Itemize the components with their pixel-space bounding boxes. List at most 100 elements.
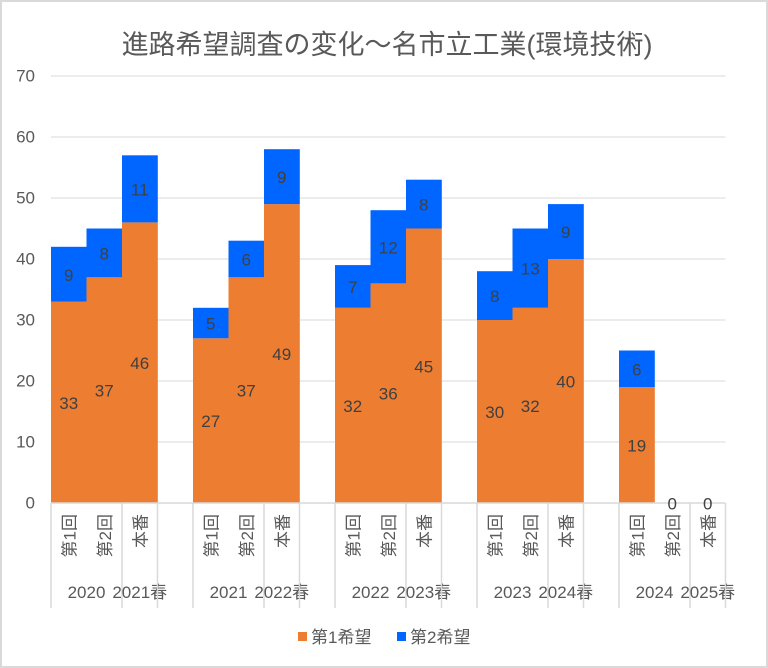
bar-segment-series-2 [193,307,229,339]
x-group-label: 2024 [636,583,674,602]
bar-segment-series-2 [370,210,407,284]
x-category-label: 本番 [557,514,576,548]
y-tick-label: 20 [16,372,35,391]
legend-label-second-choice: 第2希望 [410,628,470,647]
bar-segment-series-1 [406,228,442,503]
bar-segment-series-1 [548,259,584,503]
bar-segment-series-2 [122,155,158,223]
bar-segment-series-1 [619,387,655,503]
data-label: 27 [201,412,220,431]
x-category-label: 第2回 [238,514,257,557]
data-label: 46 [130,354,149,373]
bar-segment-series-2 [512,228,549,308]
x-group-label: 2022春 [254,583,309,602]
data-label: 9 [277,168,286,187]
data-labels: 33 9 37 8 46 11 27 5 37 6 49 9 32 7 36 12 45 8 30 8 32 13 40 9 1… [59,168,712,513]
data-label: 9 [561,223,570,242]
data-label: 9 [64,266,73,285]
y-axis-labels: 0 10 20 30 40 50 60 70 [16,67,35,513]
bar-segment-series-2 [406,179,442,229]
x-category-label: 第2回 [522,514,541,557]
data-label: 6 [632,360,641,379]
y-tick-label: 30 [16,311,35,330]
data-label: 36 [379,385,398,404]
data-label: 11 [131,180,149,199]
data-label: 45 [414,357,433,376]
data-label: 7 [348,278,357,297]
bar-segment-series-2 [228,240,265,278]
legend-swatch-second-choice [397,632,406,641]
bar-segment-series-1 [512,307,549,503]
x-group-label: 2021 [210,583,248,602]
data-label: 12 [379,238,398,257]
bar-segment-series-1 [335,307,371,503]
data-label: 32 [521,397,540,416]
bars [51,149,655,503]
data-label: 32 [343,397,362,416]
legend-label-first-choice: 第1希望 [311,628,371,647]
bar-segment-series-2 [619,350,655,388]
y-tick-label: 70 [16,67,35,86]
bar-segment-series-2 [51,246,87,302]
x-group-label: 2022 [352,583,390,602]
bar-segment-series-1 [228,277,265,503]
x-category-label: 第1回 [486,514,505,557]
x-category-label: 本番 [699,514,718,548]
bar-segment-series-2 [548,204,584,259]
data-label: 0 [668,495,677,514]
legend-swatch-first-choice [298,632,307,641]
x-group-label: 2023 [494,583,532,602]
data-label: 8 [490,287,499,306]
bar-segment-series-1 [370,283,407,503]
data-label: 0 [703,495,712,514]
bar-segment-series-2 [86,228,123,278]
x-group-label: 2024春 [538,583,593,602]
bar-segment-series-2 [335,265,371,308]
x-axis: 第1回 第2回 本番 第1回 第2回 本番 第1回 第2回 本番 第1回 第2回 本番 第1回 第2回 本番… [50,502,735,608]
chart-title: 進路希望調査の変化～名市立工業(環境技術) [122,30,653,60]
data-label: 33 [59,394,78,413]
x-category-label: 第1回 [628,514,647,557]
legend: 第1希望 第2希望 [298,628,470,647]
bar-segment-series-1 [51,301,87,503]
y-tick-label: 10 [16,433,35,452]
x-category-label: 本番 [415,514,434,548]
x-group-label: 2021春 [112,583,167,602]
bar-segment-series-1 [86,277,123,503]
bar-segment-series-1 [122,222,158,503]
y-tick-label: 50 [16,189,35,208]
data-label: 5 [206,315,215,334]
bar-segment-series-2 [264,149,300,205]
data-label: 49 [272,345,291,364]
y-tick-label: 0 [26,494,35,513]
bar-segment-series-1 [264,204,300,503]
x-category-label: 第2回 [664,514,683,557]
y-tick-label: 40 [16,250,35,269]
data-label: 19 [627,437,646,456]
data-label: 40 [556,373,575,392]
x-category-label: 第1回 [344,514,363,557]
data-label: 37 [237,382,256,401]
y-tick-label: 60 [16,128,35,147]
x-category-label: 第1回 [202,514,221,557]
x-category-label: 本番 [273,514,292,548]
legend-item-first-choice: 第1希望 [298,628,371,647]
data-label: 6 [242,251,251,270]
x-category-label: 第1回 [60,514,79,557]
bar-segment-series-2 [477,271,513,320]
x-category-label: 第2回 [380,514,399,557]
legend-item-second-choice: 第2希望 [397,628,470,647]
data-label: 30 [485,403,504,422]
x-group-label: 2020 [68,583,106,602]
bar-segment-series-1 [193,338,229,503]
bar-segment-series-1 [477,320,513,503]
x-group-label: 2025春 [680,583,735,602]
x-category-label: 本番 [131,514,150,548]
data-label: 8 [419,196,428,215]
data-label: 8 [100,244,109,263]
data-label: 37 [95,382,114,401]
data-label: 13 [521,260,540,279]
x-group-label: 2023春 [396,583,451,602]
